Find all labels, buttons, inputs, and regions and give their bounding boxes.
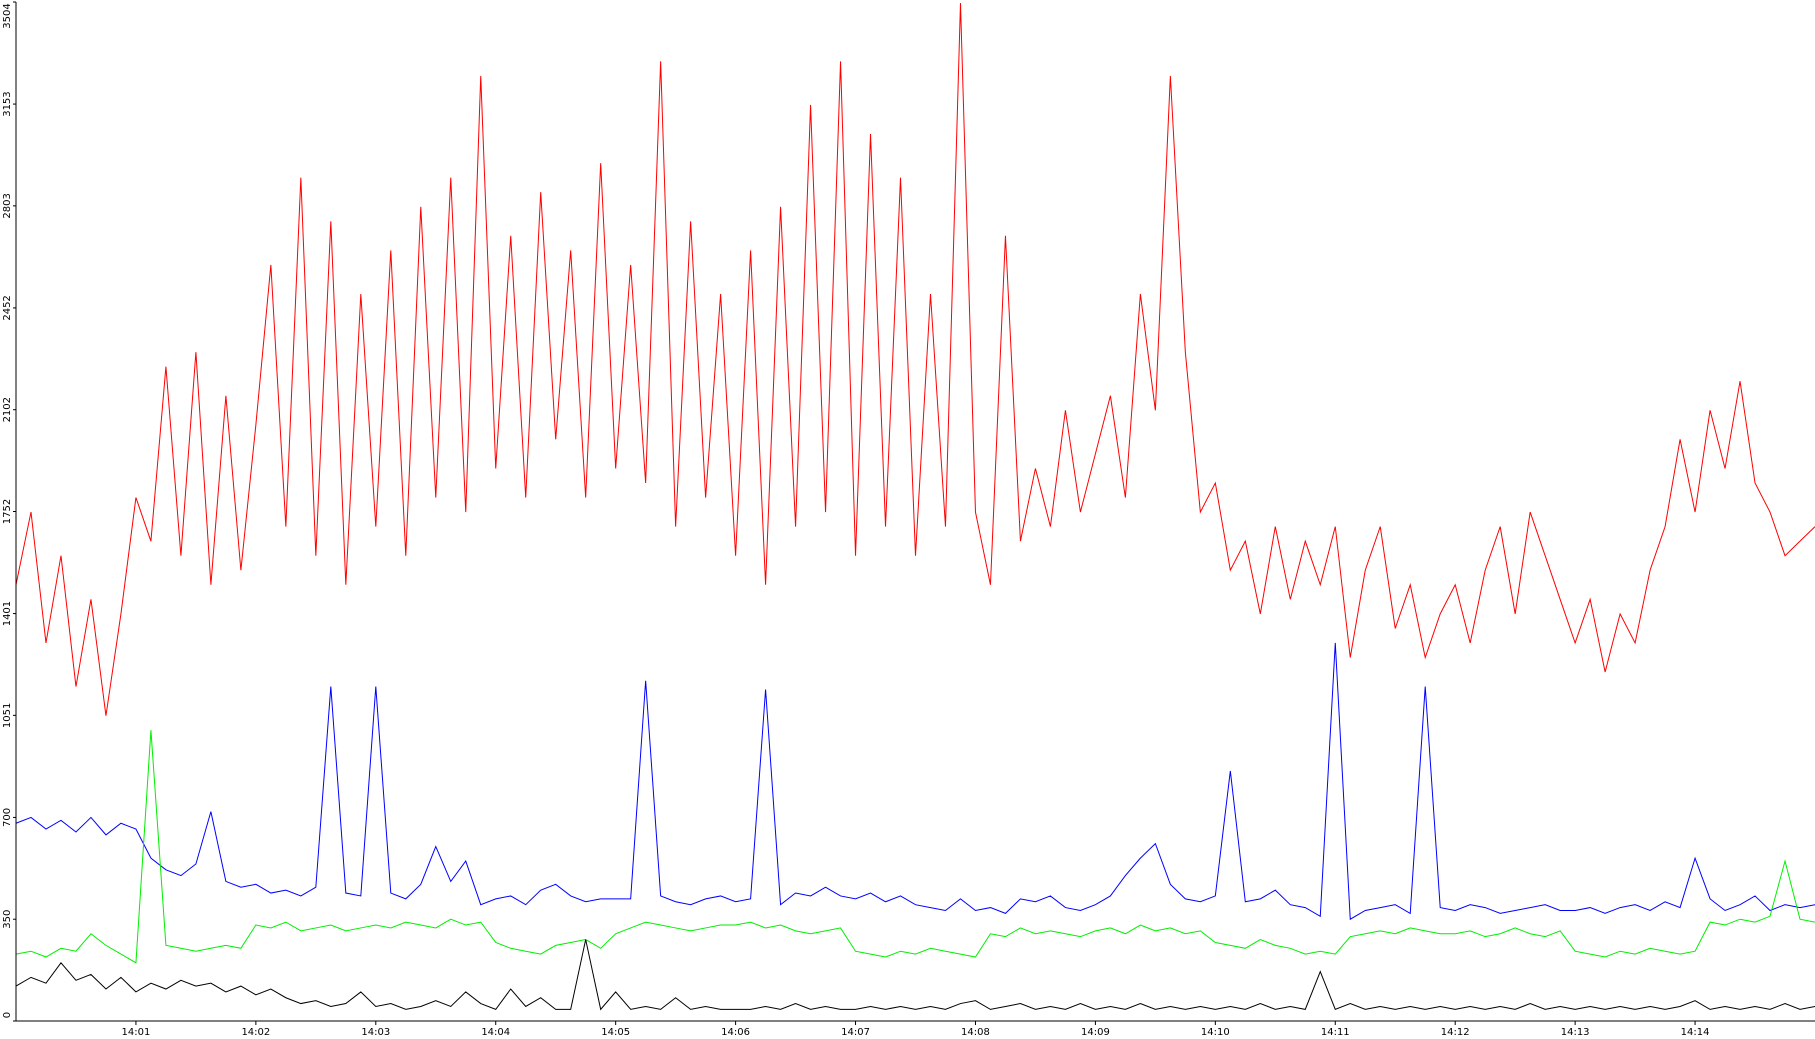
y-tick-label: 2102 <box>2 397 13 422</box>
x-tick-label: 14:06 <box>721 1027 750 1038</box>
y-tick-label: 2803 <box>2 193 13 218</box>
y-tick-label: 1401 <box>2 601 13 626</box>
series-line <box>15 730 1815 964</box>
x-tick-label: 14:03 <box>361 1027 390 1038</box>
series-line <box>15 3 1815 716</box>
x-tick-label: 14:10 <box>1201 1027 1230 1038</box>
y-tick-label: 1752 <box>2 499 13 524</box>
y-tick-label: 2452 <box>2 295 13 320</box>
x-tick-label: 14:12 <box>1441 1027 1470 1038</box>
x-tick-label: 14:01 <box>122 1027 151 1038</box>
x-tick-label: 14:07 <box>841 1027 870 1038</box>
x-tick-label: 14:11 <box>1321 1027 1350 1038</box>
x-tick-label: 14:09 <box>1081 1027 1110 1038</box>
x-tick-label: 14:08 <box>961 1027 990 1038</box>
y-tick-label: 3504 <box>2 3 13 28</box>
y-tick-label: 0 <box>2 1012 13 1018</box>
series-line <box>15 642 1815 921</box>
y-tick-label: 1051 <box>2 703 13 728</box>
y-tick-label: 3153 <box>2 91 13 116</box>
x-tick-label: 14:13 <box>1561 1027 1590 1038</box>
x-tick-label: 14:04 <box>481 1027 510 1038</box>
series-line <box>15 939 1815 1011</box>
x-tick-label: 14:02 <box>241 1027 270 1038</box>
x-tick-label: 14:14 <box>1681 1027 1710 1038</box>
y-tick-label: 350 <box>2 910 13 929</box>
y-tick-label: 700 <box>2 808 13 827</box>
x-tick-label: 14:05 <box>601 1027 630 1038</box>
